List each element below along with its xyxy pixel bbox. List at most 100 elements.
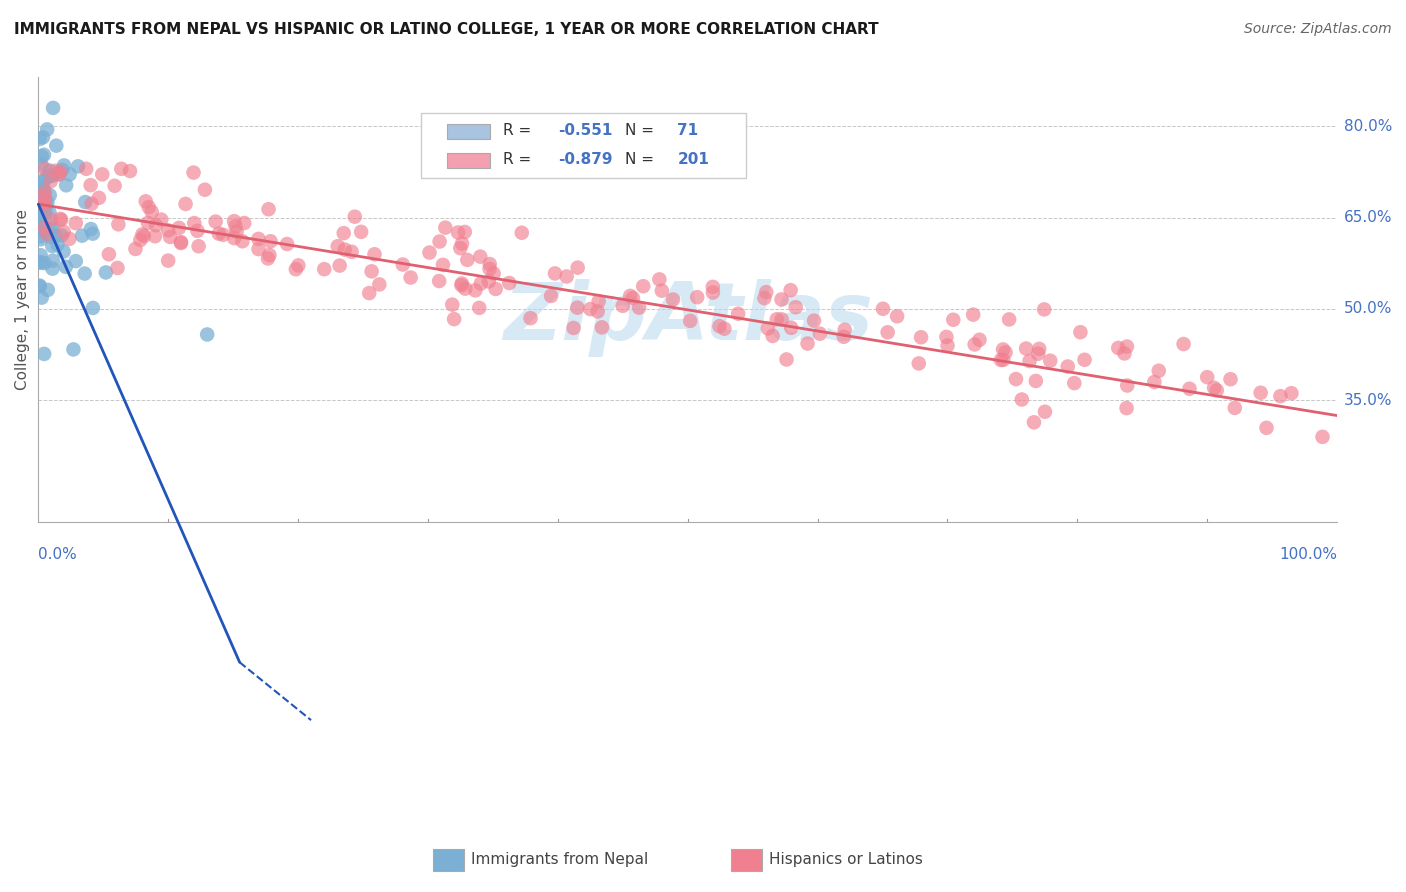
Point [67, 159, 90, 173]
Point [770, 293, 793, 307]
Text: ZipAtlas: ZipAtlas [503, 278, 873, 357]
Point [478, 261, 501, 276]
Text: N =: N = [626, 153, 659, 167]
Text: 0.0%: 0.0% [38, 547, 77, 562]
Point [872, 301, 894, 316]
Point [834, 323, 856, 337]
Point [628, 301, 651, 315]
Point [38, 206, 60, 220]
Point [332, 226, 354, 240]
Point [45, 138, 67, 153]
Point [70, 228, 93, 243]
Point [441, 298, 464, 312]
Point [454, 225, 477, 239]
Point [456, 252, 478, 267]
Point [567, 260, 589, 275]
Point [555, 269, 578, 284]
Point [1205, 384, 1227, 398]
Point [42, 101, 65, 115]
Text: Hispanics or Latinos: Hispanics or Latinos [769, 853, 922, 867]
Point [1107, 341, 1129, 355]
Point [39, 212, 62, 227]
Point [31, 149, 53, 163]
Point [1270, 389, 1292, 403]
Point [157, 253, 180, 268]
Point [993, 352, 1015, 367]
Point [30, 157, 52, 171]
Point [46, 237, 69, 252]
Point [588, 294, 610, 309]
Point [470, 250, 492, 264]
Point [34, 220, 56, 235]
Point [51, 228, 73, 243]
Point [1312, 430, 1334, 444]
Point [1114, 346, 1136, 360]
Point [183, 165, 205, 179]
Point [519, 311, 541, 326]
Point [1223, 401, 1246, 415]
Point [1039, 353, 1062, 368]
Point [562, 321, 585, 335]
Point [662, 293, 685, 307]
Point [73, 267, 96, 281]
Point [702, 280, 724, 294]
Point [31, 183, 53, 197]
Point [326, 239, 349, 253]
Y-axis label: College, 1 year or more: College, 1 year or more [15, 210, 30, 391]
Point [31, 291, 53, 305]
Point [28, 132, 51, 146]
Point [648, 272, 671, 286]
Point [28, 278, 51, 293]
Point [333, 243, 356, 257]
Point [808, 326, 831, 341]
Point [454, 282, 477, 296]
Point [30, 210, 52, 224]
Point [32, 347, 55, 361]
Point [32, 224, 55, 238]
Point [1115, 401, 1137, 416]
Point [94, 265, 117, 279]
Point [1147, 364, 1170, 378]
Point [962, 308, 984, 322]
Point [34, 256, 56, 270]
Point [935, 330, 957, 344]
Point [32, 182, 55, 196]
Point [30, 248, 52, 262]
Point [225, 219, 247, 234]
Point [48, 168, 70, 182]
Point [709, 319, 731, 334]
Text: 50.0%: 50.0% [1344, 301, 1392, 317]
Point [449, 241, 471, 255]
Point [82, 301, 104, 315]
Point [314, 262, 336, 277]
Point [780, 320, 803, 334]
Point [468, 301, 491, 315]
Point [65, 216, 87, 230]
Point [136, 216, 159, 230]
Point [287, 259, 309, 273]
Point [765, 312, 787, 326]
Point [284, 262, 307, 277]
Point [450, 277, 472, 291]
Point [30, 232, 52, 246]
Point [1063, 376, 1085, 390]
Point [329, 259, 352, 273]
Point [482, 267, 505, 281]
Point [52, 225, 75, 239]
Point [886, 310, 908, 324]
Point [621, 291, 644, 305]
Point [432, 258, 454, 272]
Point [41, 239, 63, 253]
Point [157, 223, 180, 237]
Point [936, 338, 959, 352]
Point [343, 210, 366, 224]
Point [359, 286, 381, 301]
Point [31, 202, 53, 217]
Point [204, 214, 226, 228]
Point [53, 158, 76, 172]
Point [257, 252, 280, 266]
Point [35, 227, 58, 241]
Text: Source: ZipAtlas.com: Source: ZipAtlas.com [1244, 22, 1392, 37]
Point [427, 274, 450, 288]
Point [702, 285, 724, 300]
